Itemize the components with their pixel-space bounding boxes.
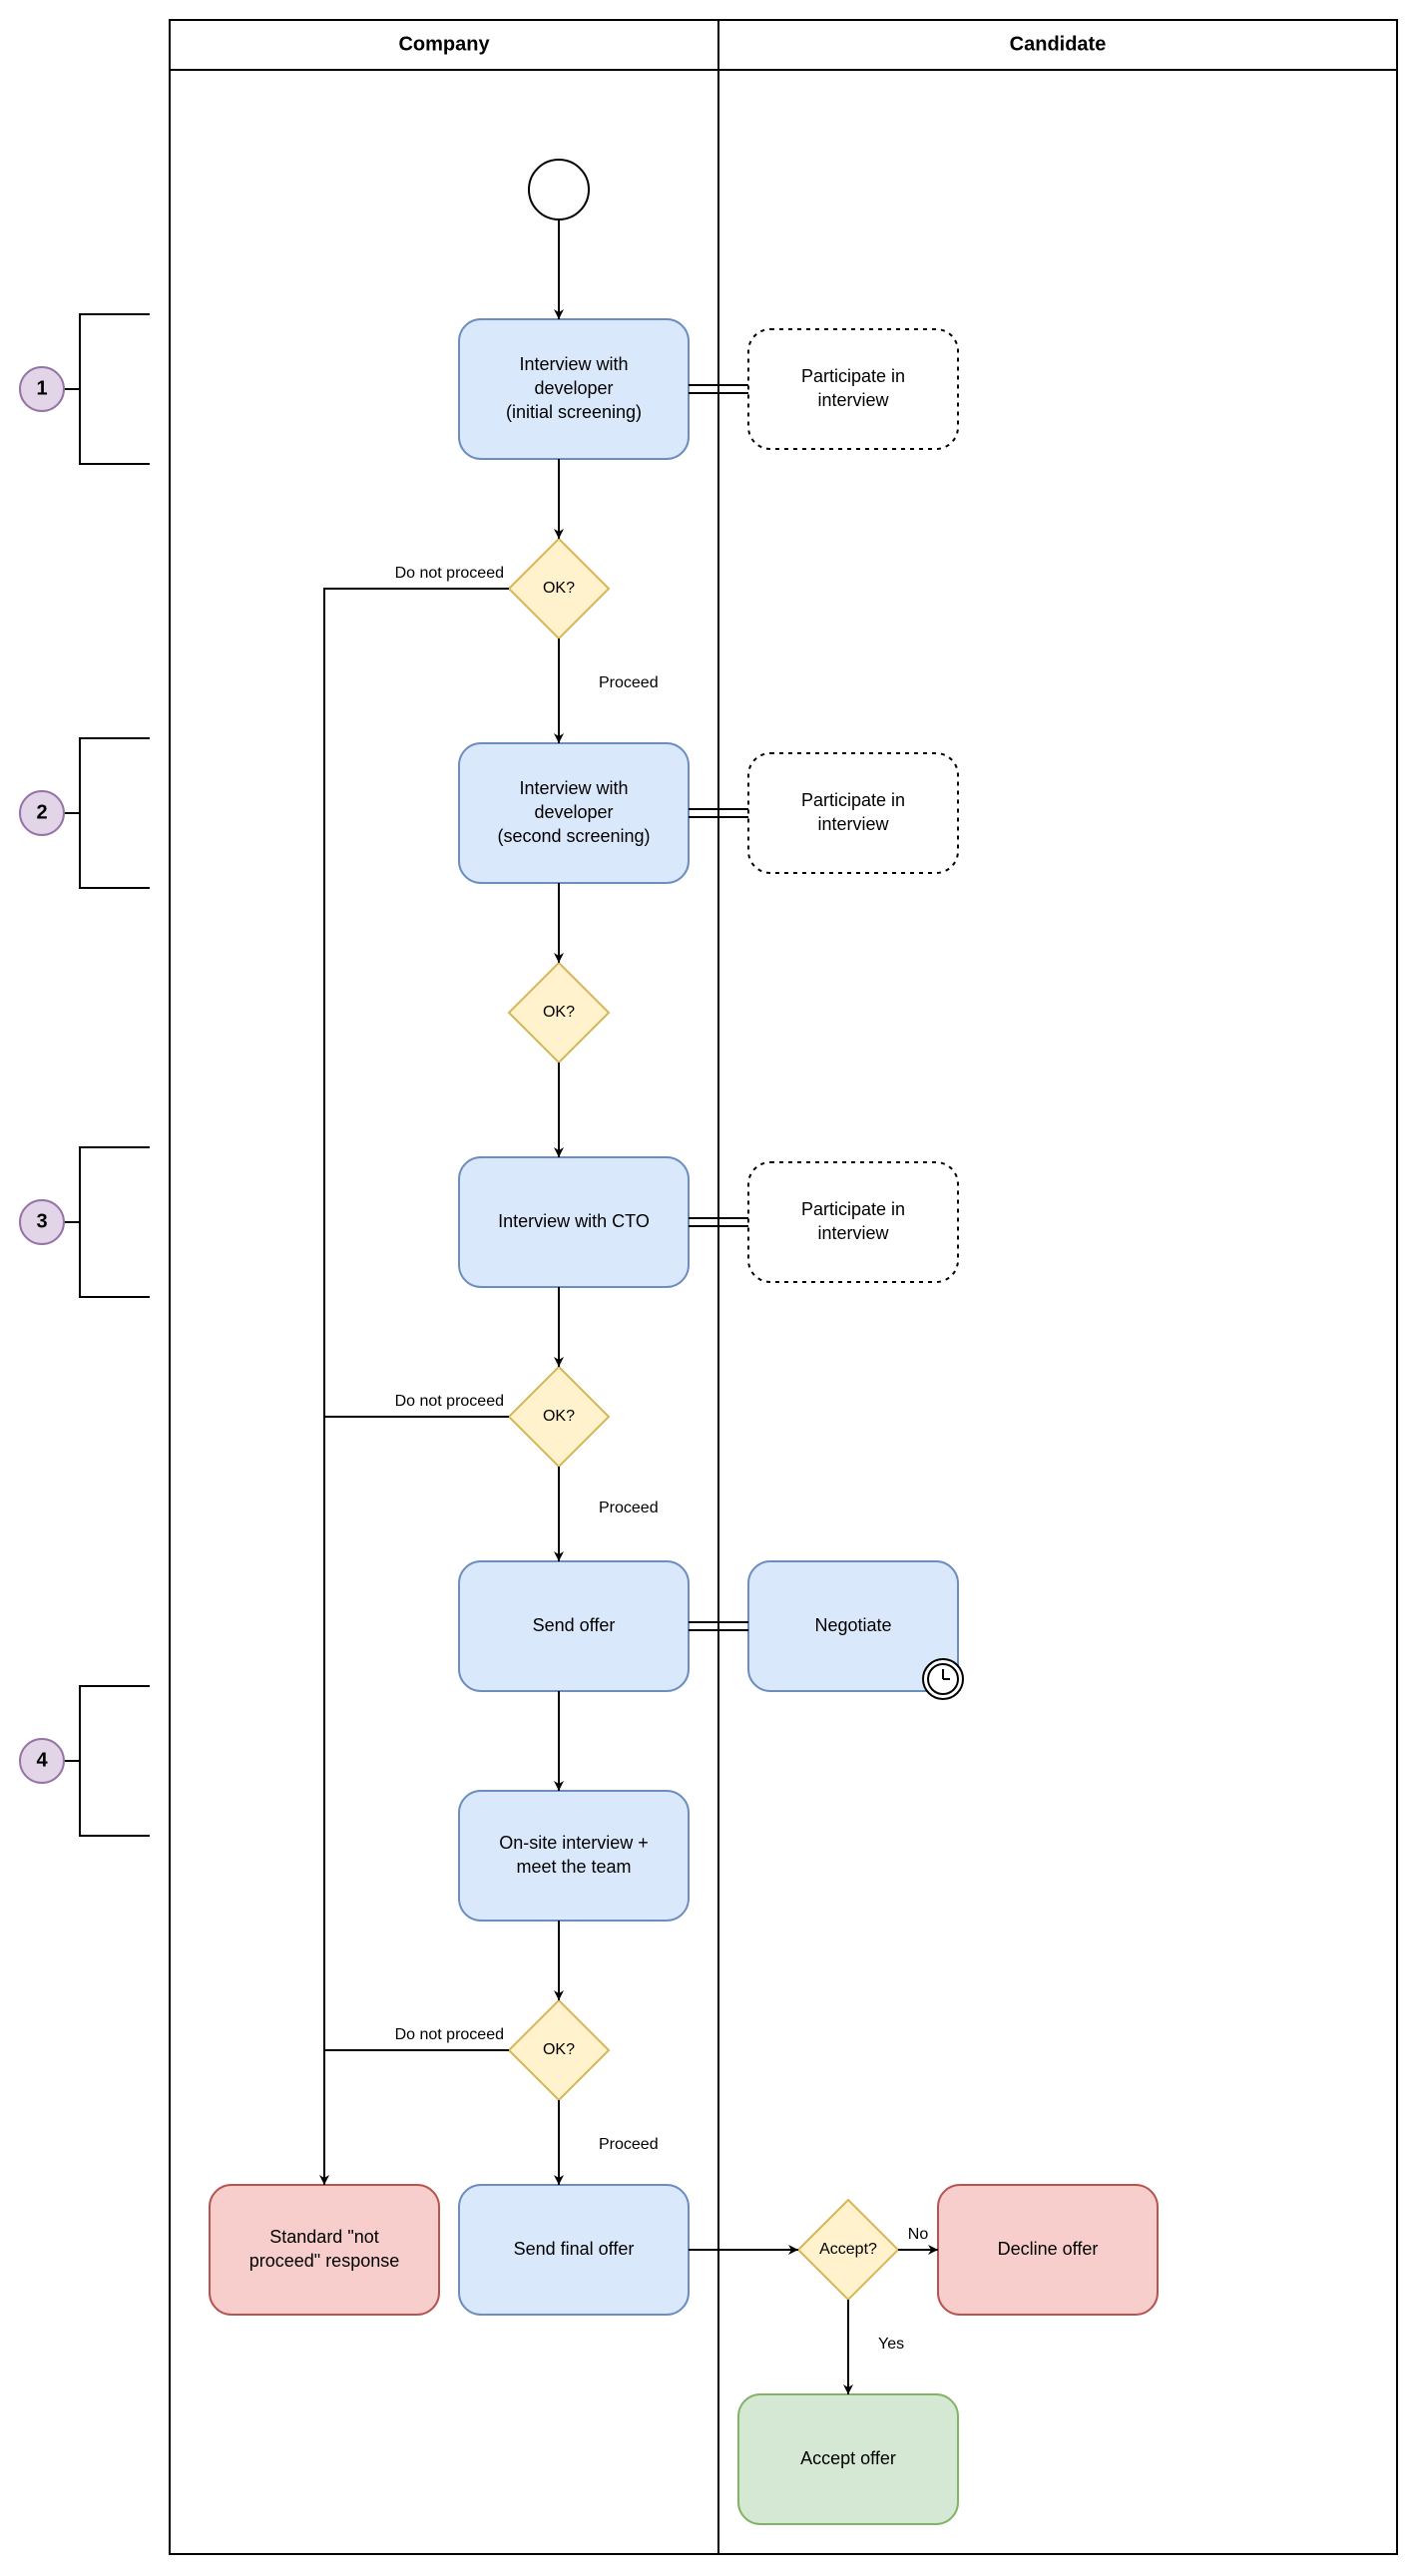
onsite: On-site interview + meet the team [459, 1791, 689, 1921]
start-event [529, 160, 589, 219]
part1-label: Participate in [801, 366, 905, 386]
interview1: Interview with developer (initial screenin… [459, 319, 689, 459]
part3-label: interview [817, 1223, 889, 1243]
ok3: OK? [509, 1367, 609, 1467]
step-marker-label: 2 [36, 801, 47, 823]
interview2: Interview with developer (second screening… [459, 743, 689, 883]
step-bracket [80, 738, 150, 888]
onsite-label: On-site interview + [499, 1833, 649, 1853]
interview1-label: developer [534, 378, 613, 398]
interview2-label: Interview with [519, 778, 628, 798]
part2-label: Participate in [801, 790, 905, 810]
part2: Participate in interview [748, 753, 958, 873]
interview2-label: (second screening) [497, 826, 650, 846]
step-marker-label: 4 [36, 1749, 48, 1771]
ok2: OK? [509, 963, 609, 1063]
negotiate-label: Negotiate [814, 1615, 891, 1635]
part1-label: interview [817, 390, 889, 410]
lane-header-candidate: Candidate [1010, 33, 1107, 55]
part1: Participate in interview [748, 329, 958, 449]
edge-label: Do not proceed [395, 2026, 504, 2043]
sendOffer: Send offer [459, 1561, 689, 1691]
step-marker-label: 1 [36, 377, 47, 399]
acceptOffer: Accept offer [738, 2394, 958, 2524]
ok2-label: OK? [543, 1004, 575, 1021]
lane-header-company: Company [398, 33, 490, 55]
notProceed-label: Standard "not [269, 2227, 378, 2247]
notProceed: Standard "not proceed" response [210, 2185, 439, 2315]
part3-label: Participate in [801, 1199, 905, 1219]
edge-label: Proceed [599, 2136, 659, 2153]
interview1-label: Interview with [519, 354, 628, 374]
edge-label: Proceed [599, 674, 659, 691]
decline-label: Decline offer [998, 2239, 1099, 2259]
onsite-label: meet the team [516, 1857, 631, 1877]
edge-label: Proceed [599, 1500, 659, 1516]
ok4: OK? [509, 2000, 609, 2100]
ok4-label: OK? [543, 2041, 575, 2058]
edge-label: No [908, 2226, 929, 2243]
interview1-label: (initial screening) [506, 402, 642, 422]
edge-label: Do not proceed [395, 1393, 504, 1410]
edge-label: Do not proceed [395, 565, 504, 582]
interviewCTO: Interview with CTO [459, 1157, 689, 1287]
part3: Participate in interview [748, 1162, 958, 1282]
decline: Decline offer [938, 2185, 1158, 2315]
notProceed-label: proceed" response [249, 2251, 400, 2271]
interview2-label: developer [534, 802, 613, 822]
step-bracket [80, 1147, 150, 1297]
edge-label: Yes [878, 2336, 904, 2353]
interviewCTO-label: Interview with CTO [498, 1211, 650, 1231]
finalOffer-label: Send final offer [514, 2239, 635, 2259]
flowchart-diagram: Company Candidate 1 2 3 4 Interview with develo… [0, 0, 1419, 2576]
finalOffer: Send final offer [459, 2185, 689, 2315]
negotiate: Negotiate [748, 1561, 963, 1699]
acceptOffer-label: Accept offer [800, 2448, 896, 2468]
part2-label: interview [817, 814, 889, 834]
sendOffer-label: Send offer [533, 1615, 616, 1635]
accept: Accept? [798, 2200, 898, 2300]
step-marker-label: 3 [36, 1210, 47, 1232]
ok3-label: OK? [543, 1408, 575, 1425]
step-bracket [80, 314, 150, 464]
ok1: OK? [509, 539, 609, 639]
accept-label: Accept? [819, 2241, 877, 2258]
ok1-label: OK? [543, 580, 575, 597]
step-bracket [80, 1686, 150, 1836]
